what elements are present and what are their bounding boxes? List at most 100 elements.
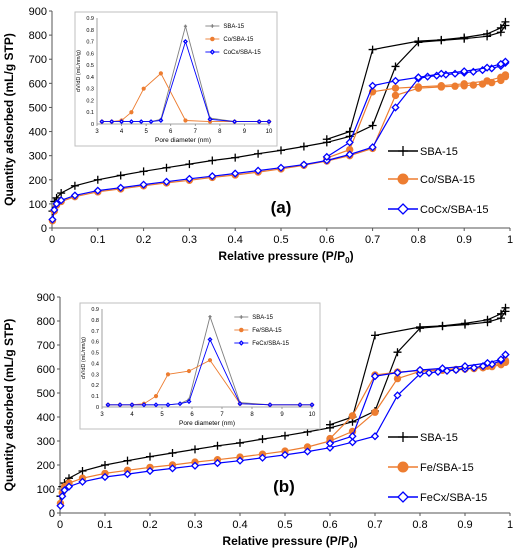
desorption-branch-line: [329, 354, 506, 444]
inset-x-tick-label: 4: [120, 129, 124, 135]
y-tick-label: 800: [37, 316, 55, 328]
inset-legend-label: CoCx/SBA-15: [223, 50, 261, 56]
inset-y-tick-label: 0.3: [91, 372, 99, 378]
legend-label: Co/SBA-15: [420, 174, 475, 186]
inset-data-point: [109, 119, 115, 125]
adsorption-data-point: [57, 196, 66, 205]
adsorption-data-point: [391, 62, 400, 71]
inset-y-tick-label: 0.5: [91, 351, 99, 357]
inset-y-tick-label: 0.1: [91, 394, 99, 400]
desorption-data-point: [326, 420, 334, 429]
x-tick-label: 0.2: [136, 234, 151, 246]
inset-legend-label: SBA-15: [252, 315, 273, 321]
x-tick-label: 0.6: [319, 234, 334, 246]
inset-data-point: [182, 39, 188, 45]
desorption-data-point: [348, 412, 357, 420]
inset-data-point: [183, 24, 188, 28]
legend: SBA-15 Co/SBA-15 CoCx/SBA-15: [388, 146, 488, 216]
adsorption-data-point: [276, 163, 286, 172]
desorption-data-point: [322, 152, 331, 161]
inset-x-tick-label: 9: [280, 412, 284, 418]
adsorption-data-point: [64, 482, 74, 491]
desorption-data-point: [460, 362, 470, 371]
desorption-data-point: [461, 319, 469, 328]
legend-label: SBA-15: [420, 432, 458, 444]
desorption-data-point: [496, 355, 506, 364]
desorption-branch-line: [326, 61, 506, 158]
inset-y-tick-label: 0.7: [86, 40, 94, 46]
x-tick-label: 0.1: [90, 234, 105, 246]
adsorption-data-point: [57, 189, 66, 198]
x-axis-label: Relative pressure (P/P0): [218, 249, 353, 265]
adsorption-data-point: [162, 163, 171, 172]
adsorption-data-point: [258, 453, 267, 462]
adsorption-data-point: [190, 461, 200, 470]
y-tick-label: 600: [37, 364, 55, 376]
adsorption-data-point: [280, 450, 290, 460]
adsorption-data-point: [70, 181, 79, 190]
adsorption-data-point: [78, 477, 87, 486]
adsorption-data-point: [78, 467, 87, 475]
inset-x-tick-label: 6: [190, 412, 194, 418]
inset-x-tick-label: 9: [243, 129, 247, 135]
desorption-data-point: [325, 439, 335, 448]
desorption-data-point: [437, 69, 446, 78]
inset-data-point: [165, 402, 171, 408]
y-tick-label: 100: [37, 484, 55, 496]
desorption-data-point: [345, 138, 354, 147]
inset-data-point: [129, 402, 135, 408]
desorption-data-point: [437, 35, 446, 44]
y-tick-label: 400: [37, 412, 55, 424]
desorption-branch-line: [326, 74, 506, 159]
inset-x-tick-label: 7: [194, 129, 198, 135]
desorption-data-point: [496, 23, 505, 32]
inset-x-tick-label: 3: [95, 129, 99, 135]
adsorption-data-point: [231, 153, 240, 162]
inset-data-point: [267, 402, 273, 408]
x-tick-label: 0.5: [277, 519, 292, 531]
adsorption-data-point: [93, 175, 102, 184]
adsorption-data-point: [235, 456, 245, 465]
series-cocx-sba-15: [48, 57, 510, 224]
inset-y-tick-label: 0.5: [86, 63, 94, 69]
adsorption-data-point: [70, 191, 80, 200]
adsorption-data-point: [146, 452, 154, 461]
inset-legend-marker: [238, 340, 245, 346]
inset-y-tick-label: 0: [91, 122, 94, 128]
desorption-data-point: [496, 59, 505, 69]
inset-x-tick-label: 5: [144, 129, 148, 135]
legend-swatch-marker: [397, 491, 409, 503]
adsorption-data-point: [52, 199, 61, 209]
adsorption-data-point: [60, 486, 69, 495]
x-tick-label: 0.6: [322, 519, 337, 531]
adsorption-data-point: [50, 205, 59, 215]
inset-data-point: [138, 119, 144, 125]
inset-legend-marker: [209, 49, 216, 55]
y-tick-label: 400: [29, 127, 47, 139]
adsorption-data-point: [123, 470, 132, 479]
legend-swatch-marker: [397, 203, 409, 215]
inset-series-fecx-sba-15: [105, 336, 315, 408]
desorption-data-point: [368, 81, 377, 90]
adsorption-data-point: [368, 143, 377, 152]
inset-data-point: [128, 119, 134, 125]
inset-x-tick-label: 10: [266, 129, 273, 135]
inset-y-tick-label: 0.6: [91, 340, 99, 346]
adsorption-data-point: [368, 121, 377, 130]
adsorption-data-point: [101, 461, 109, 469]
adsorption-data-point: [162, 177, 171, 186]
desorption-data-point: [368, 45, 377, 54]
inset-data-point: [119, 119, 125, 125]
legend-label: SBA-15: [420, 146, 458, 158]
inset-data-point: [158, 71, 163, 76]
adsorption-data-point: [213, 441, 222, 450]
y-tick-label: 900: [29, 6, 47, 18]
desorption-data-point: [438, 364, 447, 373]
panel-label: (b): [273, 477, 295, 496]
inset-data-point: [183, 118, 188, 123]
adsorption-branch-line: [51, 76, 506, 221]
desorption-data-point: [483, 358, 492, 368]
adsorption-data-point: [123, 456, 132, 465]
inset-data-point: [186, 399, 192, 405]
inset-data-point: [237, 401, 243, 407]
